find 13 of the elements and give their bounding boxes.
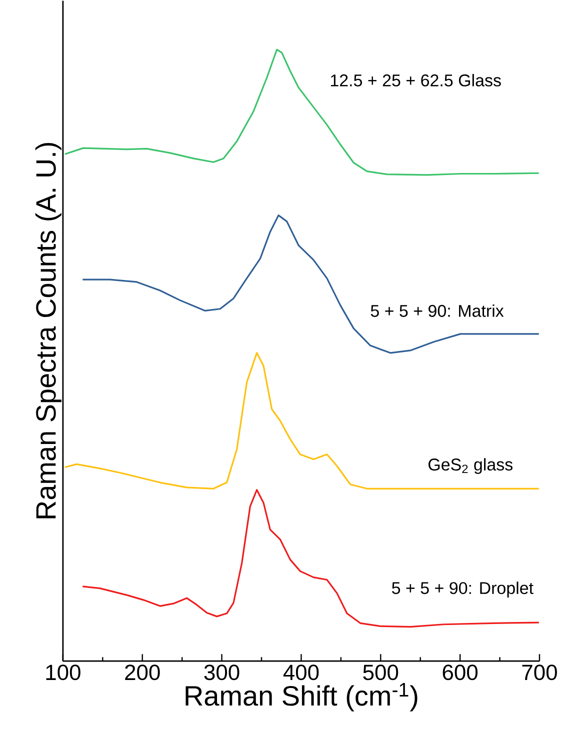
x-tick-label: 600	[442, 664, 478, 680]
x-axis-title: Raman Shift (cm$^{-1}$)	[186, 683, 418, 712]
series-label: 12.5 + 25 + 62.5 Glass	[330, 74, 501, 86]
x-tick-label: 200	[124, 664, 160, 680]
x-tick-label: 100	[46, 664, 80, 680]
x-tick-label: 400	[283, 664, 318, 680]
x-tick-label: 500	[362, 664, 398, 680]
y-axis-title: Raman Spectra Counts (A. U.)	[35, 142, 62, 518]
x-tick-label: 700	[522, 664, 557, 680]
x-tick-label: 300	[204, 664, 240, 680]
series-label: 5 + 5 + 90: Matrix	[370, 304, 504, 317]
series-label: GeS$_{2}$ glass	[428, 458, 512, 474]
series-label: 5 + 5 + 90: Droplet	[392, 582, 534, 598]
